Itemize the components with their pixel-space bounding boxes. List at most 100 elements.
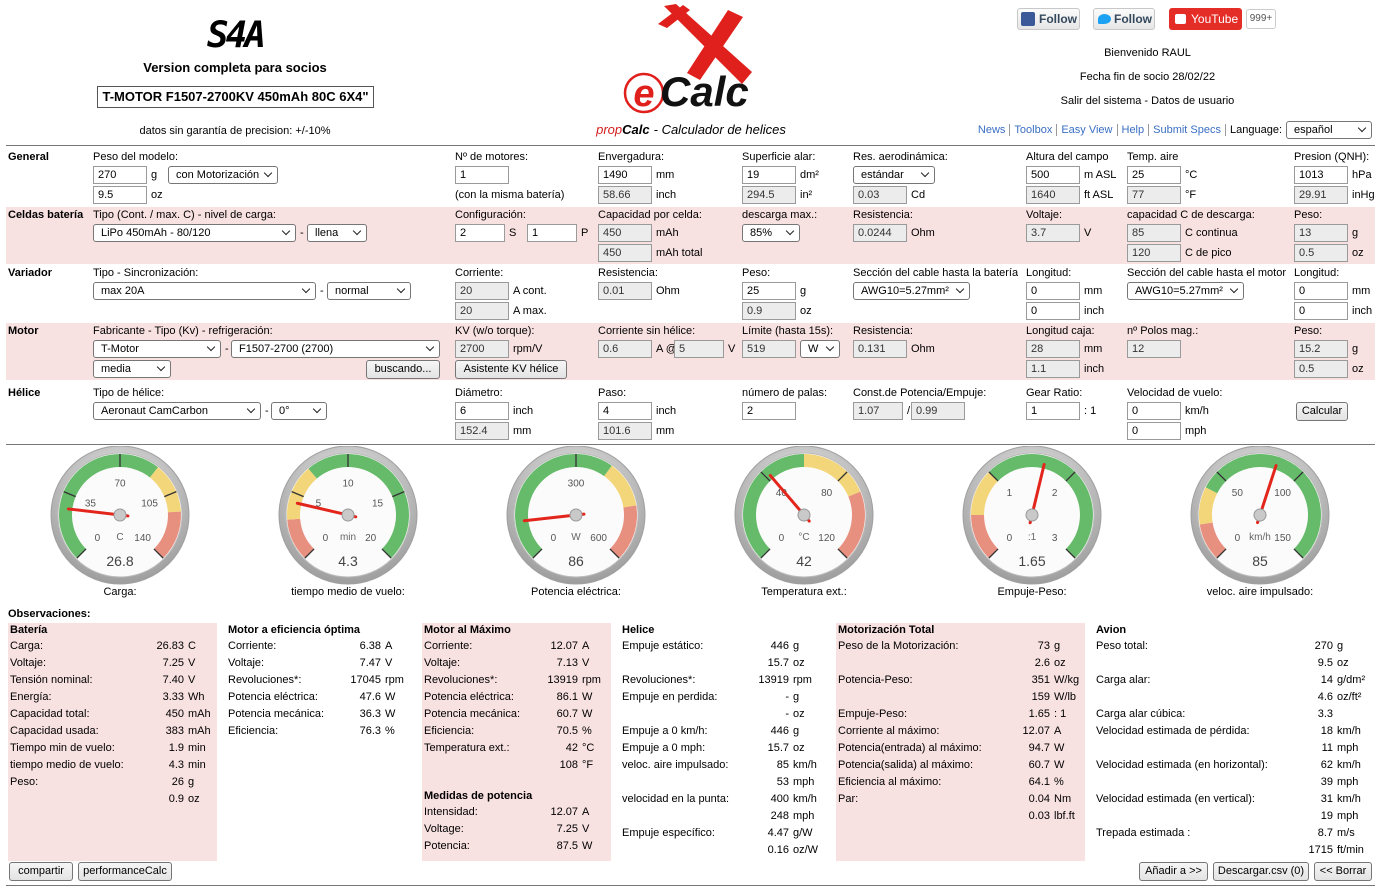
row-value: 4.47 (767, 827, 789, 839)
field-label: Peso: (1294, 325, 1323, 337)
text-input[interactable]: 294.5 (742, 186, 796, 204)
facebook-button[interactable]: Follow (1017, 8, 1080, 30)
text: - (265, 405, 269, 417)
footer-button[interactable]: << Borrar (1314, 862, 1372, 881)
text-input[interactable]: 0.99 (911, 402, 965, 420)
select[interactable]: con Motorización (168, 166, 278, 184)
text-input[interactable]: 0 (1294, 302, 1348, 320)
gauge-tick (392, 491, 405, 498)
nav-link[interactable]: News (974, 124, 1011, 136)
footer-button[interactable]: performanceCalc (78, 862, 172, 881)
unit: °C (1185, 169, 1198, 181)
text-input[interactable]: 500 (1026, 166, 1080, 184)
text-input[interactable]: 1 (527, 224, 577, 242)
select[interactable]: AWG10=5.27mm² (853, 282, 970, 300)
text-input[interactable]: 3.7 (1026, 224, 1080, 242)
nav-link[interactable]: Submit Specs (1149, 124, 1226, 136)
text-input[interactable]: 4 (598, 402, 652, 420)
nav-link[interactable]: Easy View (1057, 124, 1118, 136)
select[interactable]: llena (307, 224, 367, 242)
text-input[interactable]: 0.03 (853, 186, 907, 204)
text-input[interactable]: 2700 (455, 340, 509, 358)
text-input[interactable]: 9.5 (93, 186, 147, 204)
text-input[interactable]: 0.131 (853, 340, 907, 358)
text-input[interactable]: 2 (742, 402, 796, 420)
select[interactable]: estándar (853, 166, 935, 184)
twitter-button[interactable]: Follow (1093, 8, 1155, 30)
select[interactable]: normal (327, 282, 411, 300)
text-input[interactable]: 1490 (598, 166, 652, 184)
nav-link[interactable]: Toolbox (1010, 124, 1058, 136)
footer-button[interactable]: Añadir a >> (1139, 862, 1208, 881)
button[interactable]: Asistente KV hélice (455, 360, 567, 379)
text-input[interactable]: 58.66 (598, 186, 652, 204)
text-input[interactable]: 77 (1127, 186, 1181, 204)
footer-button[interactable]: compartir (9, 862, 73, 881)
text-input[interactable]: 0.6 (598, 340, 652, 358)
gauge-tick-label: 15 (372, 498, 384, 509)
text-input[interactable]: 0.0244 (853, 224, 907, 242)
logout[interactable]: Salir del sistema - Datos de usuario (1060, 95, 1235, 107)
language-select[interactable]: español (1286, 121, 1372, 139)
select[interactable]: 85% (742, 224, 800, 242)
youtube-button[interactable]: YouTube (1169, 8, 1242, 30)
nav-link[interactable]: Help (1118, 124, 1150, 136)
select[interactable]: media (93, 360, 171, 378)
select[interactable]: 0° (271, 402, 327, 420)
select[interactable]: Aeronaut CamCarbon (93, 402, 261, 420)
text-input[interactable]: 152.4 (455, 422, 509, 440)
text-input[interactable]: 12 (1127, 340, 1181, 358)
text-input[interactable]: 0.5 (1294, 360, 1348, 378)
text-input[interactable]: 0 (1127, 402, 1181, 420)
select[interactable]: W (800, 340, 840, 358)
unit: Cd (911, 189, 926, 201)
text-input[interactable]: 0 (1127, 422, 1181, 440)
text-input[interactable]: 29.91 (1294, 186, 1348, 204)
text-input[interactable]: 0 (1294, 282, 1348, 300)
text-input[interactable]: 0.9 (742, 302, 796, 320)
row-value: 400 (770, 793, 789, 805)
text-input[interactable]: 15.2 (1294, 340, 1348, 358)
select[interactable]: LiPo 450mAh - 80/120 (93, 224, 296, 242)
row-label: Corriente al máximo: (838, 725, 940, 737)
text-input[interactable]: 450 (598, 224, 652, 242)
text-input[interactable]: 0.01 (598, 282, 652, 300)
text-input[interactable]: 0.5 (1294, 244, 1348, 262)
section-title: General (8, 151, 49, 163)
text-input[interactable]: 0 (1026, 302, 1080, 320)
text-input[interactable]: 101.6 (598, 422, 652, 440)
text-input[interactable]: 1 (1026, 402, 1080, 420)
text-input[interactable]: 1.1 (1026, 360, 1080, 378)
select[interactable]: AWG10=5.27mm² (1127, 282, 1244, 300)
field-label: Longitud caja: (1026, 325, 1095, 337)
text-input[interactable]: 0 (1026, 282, 1080, 300)
button[interactable]: Calcular (1296, 402, 1348, 421)
text-input[interactable]: 519 (742, 340, 796, 358)
gauge-tick (988, 548, 999, 559)
text-input[interactable]: 28 (1026, 340, 1080, 358)
gauge-tick-label: 1 (1007, 488, 1013, 499)
select[interactable]: T-Motor (93, 340, 221, 358)
button[interactable]: buscando... (366, 360, 440, 379)
text-input[interactable]: 120 (1127, 244, 1181, 262)
text-input[interactable]: 13 (1294, 224, 1348, 242)
text-input[interactable]: 1013 (1294, 166, 1348, 184)
select[interactable]: F1507-2700 (2700) (231, 340, 440, 358)
text-input[interactable]: 20 (455, 282, 509, 300)
text-input[interactable]: 20 (455, 302, 509, 320)
text-input[interactable]: 2 (455, 224, 505, 242)
text-input[interactable]: 25 (1127, 166, 1181, 184)
text-input[interactable]: 270 (93, 166, 147, 184)
text-input[interactable]: 19 (742, 166, 796, 184)
text-input[interactable]: 6 (455, 402, 509, 420)
footer-button[interactable]: Descargar.csv (0) (1213, 862, 1309, 881)
text-input[interactable]: 25 (742, 282, 796, 300)
text-input[interactable]: 85 (1127, 224, 1181, 242)
text-input[interactable]: 1640 (1026, 186, 1080, 204)
text-input[interactable]: 5 (674, 340, 724, 358)
text-input[interactable]: 1 (455, 166, 509, 184)
select[interactable]: max 20A (93, 282, 316, 300)
text-input[interactable]: 1.07 (853, 402, 903, 420)
text-input[interactable]: 450 (598, 244, 652, 262)
field-label: descarga max.: (742, 209, 818, 221)
